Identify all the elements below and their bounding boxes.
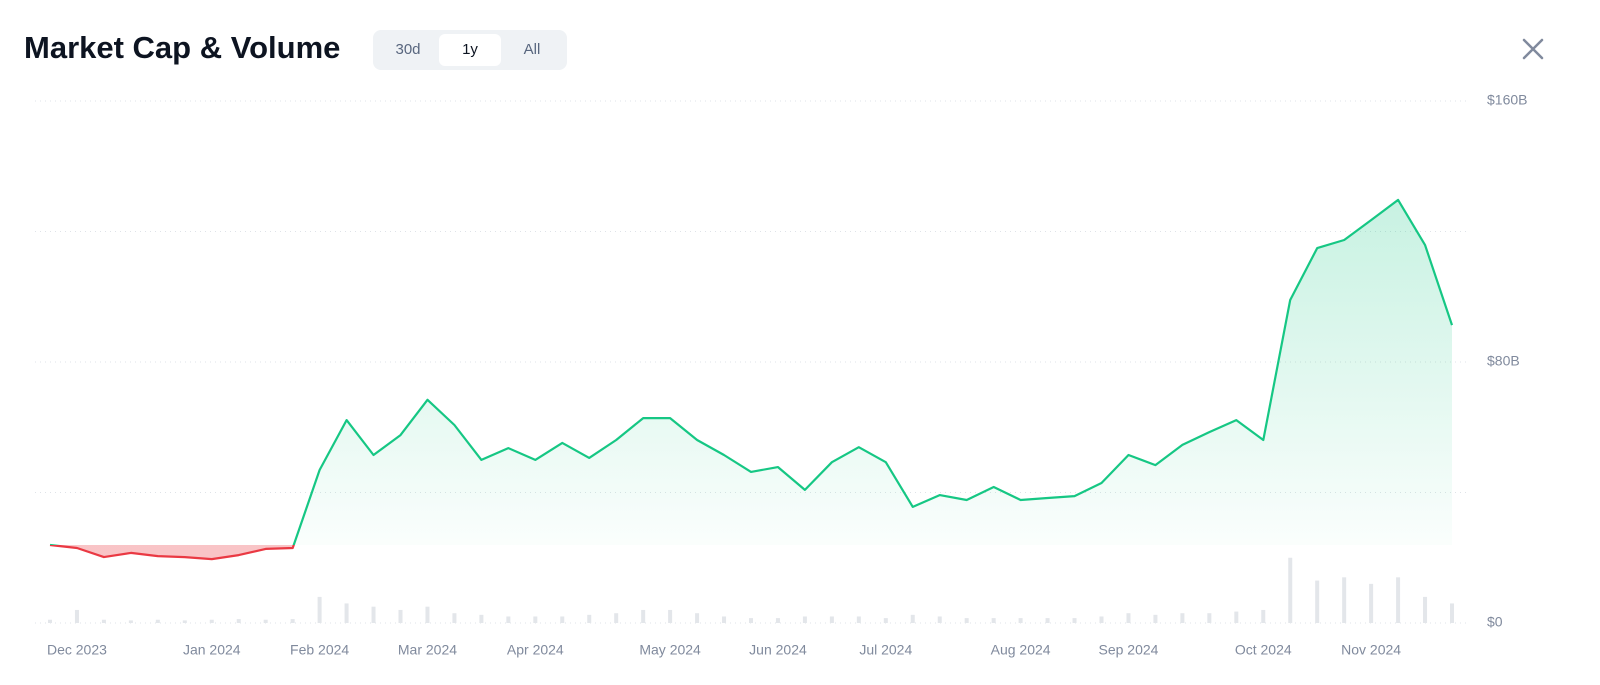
range-toggle: 30d 1y All (373, 30, 567, 70)
volume-bar (910, 614, 915, 623)
volume-bar (1342, 577, 1347, 623)
volume-bar (182, 620, 187, 623)
volume-bar (614, 613, 619, 623)
y-tick-label: $160B (1487, 92, 1527, 108)
volume-bar (1423, 596, 1428, 623)
volume-bar (937, 616, 942, 623)
volume-bar (1180, 613, 1185, 623)
volume-bar (506, 616, 511, 623)
volume-bar (209, 619, 214, 623)
volume-bar (1045, 618, 1050, 623)
volume-bar (1450, 603, 1454, 623)
volume-bar (479, 614, 484, 623)
volume-bar (101, 619, 106, 623)
volume-bar (344, 603, 349, 623)
x-tick-label: Dec 2023 (47, 642, 107, 658)
volume-bar (668, 609, 673, 623)
volume-bar (48, 619, 52, 623)
volume-bar (263, 619, 268, 623)
x-tick-label: Jan 2024 (183, 642, 241, 658)
volume-bar (1018, 618, 1023, 623)
volume-bar (1207, 613, 1212, 623)
volume-bar (1288, 557, 1293, 623)
volume-bar (749, 618, 753, 623)
volume-bar (371, 606, 376, 623)
close-button[interactable] (1520, 36, 1546, 62)
volume-bar (128, 620, 133, 623)
y-tick-label: $80B (1487, 353, 1520, 369)
range-button[interactable]: 30d (395, 41, 421, 58)
x-tick-label: Jun 2024 (749, 642, 807, 658)
volume-bar (1369, 583, 1374, 623)
volume-bar (290, 619, 295, 623)
volume-bar (452, 613, 457, 623)
chart-title: Market Cap & Volume (24, 30, 341, 65)
x-tick-label: Apr 2024 (507, 642, 564, 658)
volume-bar (641, 609, 646, 623)
volume-bar (1315, 580, 1320, 623)
x-tick-label: Feb 2024 (290, 642, 349, 658)
volume-bar (587, 614, 592, 623)
y-tick-label: $0 (1487, 614, 1503, 630)
x-tick-label: Jul 2024 (859, 642, 912, 658)
volume-bar (991, 618, 996, 623)
x-tick-label: Mar 2024 (398, 642, 457, 658)
volume-bar (317, 596, 322, 623)
area (50, 199, 1452, 560)
x-tick-label: Aug 2024 (991, 642, 1051, 658)
volume-bar (829, 616, 834, 623)
volume-bar (1126, 613, 1131, 623)
volume-bar (695, 613, 700, 623)
volume-bar (155, 619, 160, 623)
volume-bar (883, 618, 888, 623)
volume-bar (1261, 609, 1266, 623)
x-tick-label: May 2024 (639, 642, 701, 658)
volume-bar (1099, 616, 1104, 623)
volume-bar (856, 616, 861, 623)
volume-bar (1396, 577, 1401, 623)
volume-bar (964, 618, 969, 623)
volume-bar (722, 616, 727, 623)
x-tick-label: Sep 2024 (1098, 642, 1158, 658)
range-button[interactable]: 1y (439, 34, 501, 66)
market-cap-line (49, 198, 1454, 561)
volume-bar (74, 609, 79, 623)
range-button[interactable]: All (523, 41, 541, 58)
volume-bar (398, 609, 403, 623)
volume-bar (775, 618, 780, 623)
x-tick-label: Oct 2024 (1235, 642, 1292, 658)
volume-bar (1072, 618, 1077, 623)
volume-bar (1153, 614, 1158, 623)
volume-bar (425, 606, 430, 623)
volume-bar (1234, 611, 1239, 623)
volume-bar (802, 616, 807, 623)
volume-bar (533, 616, 538, 623)
x-tick-label: Nov 2024 (1341, 642, 1401, 658)
volume-bar (236, 619, 241, 623)
volume-bar (560, 616, 565, 623)
